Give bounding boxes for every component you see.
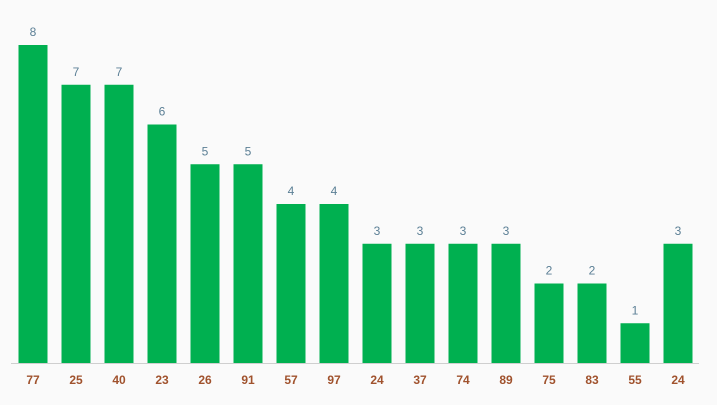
x-tick-label: 55 <box>628 373 642 387</box>
x-tick-label: 74 <box>456 373 470 387</box>
bar <box>362 243 392 363</box>
value-label: 8 <box>30 25 37 39</box>
x-tick-label: 24 <box>370 373 384 387</box>
x-tick-label: 24 <box>671 373 685 387</box>
bar <box>233 164 263 363</box>
bar <box>18 45 48 363</box>
x-tick-label: 23 <box>155 373 169 387</box>
bar <box>491 243 521 363</box>
x-tick-label: 91 <box>241 373 255 387</box>
bar <box>147 124 177 363</box>
value-label: 7 <box>116 65 123 79</box>
x-tick-label: 26 <box>198 373 212 387</box>
x-tick-label: 75 <box>542 373 556 387</box>
bar <box>104 84 134 363</box>
bar <box>534 283 564 363</box>
x-tick-label: 57 <box>284 373 298 387</box>
bar <box>663 243 693 363</box>
x-tick-label: 25 <box>69 373 83 387</box>
bar <box>405 243 435 363</box>
value-label: 3 <box>374 224 381 238</box>
value-label: 4 <box>331 184 338 198</box>
bar <box>577 283 607 363</box>
value-label: 5 <box>202 144 209 158</box>
bar <box>61 84 91 363</box>
value-label: 3 <box>417 224 424 238</box>
value-label: 6 <box>159 105 166 119</box>
value-label: 3 <box>675 224 682 238</box>
value-label: 7 <box>73 65 80 79</box>
x-tick-label: 77 <box>26 373 40 387</box>
x-tick-label: 89 <box>499 373 513 387</box>
bar <box>620 323 650 363</box>
bar <box>190 164 220 363</box>
bar <box>448 243 478 363</box>
x-tick-label: 37 <box>413 373 427 387</box>
value-label: 5 <box>245 144 252 158</box>
value-label: 3 <box>460 224 467 238</box>
value-label: 2 <box>546 264 553 278</box>
value-label: 4 <box>288 184 295 198</box>
value-label: 3 <box>503 224 510 238</box>
x-tick-label: 97 <box>327 373 341 387</box>
bar <box>276 204 306 363</box>
value-label: 2 <box>589 264 596 278</box>
x-tick-label: 83 <box>585 373 599 387</box>
value-label: 1 <box>632 303 639 317</box>
bar <box>319 204 349 363</box>
x-tick-label: 40 <box>112 373 126 387</box>
